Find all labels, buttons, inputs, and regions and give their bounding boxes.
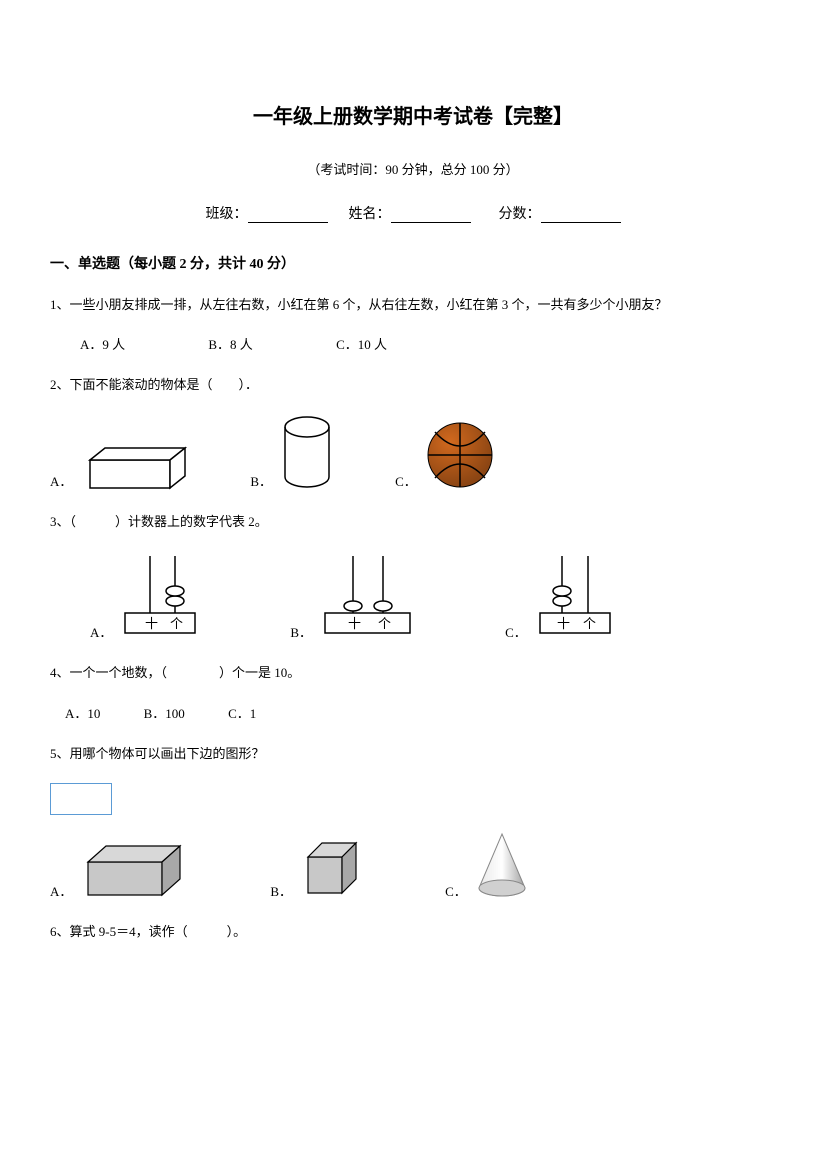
class-label: 班级： <box>206 207 248 222</box>
abacus-c-icon: 十 个 <box>535 551 615 641</box>
score-blank <box>541 208 621 223</box>
basketball-icon <box>425 420 495 490</box>
abacus-b-icon: 十 个 <box>320 551 415 641</box>
cone-gray-icon <box>475 830 530 900</box>
exam-page: 一年级上册数学期中考试卷【完整】 （考试时间：90 分钟，总分 100 分） 班… <box>0 0 826 1011</box>
q2-option-a: A． <box>50 440 190 490</box>
score-label: 分数： <box>499 207 541 222</box>
q5-option-a: A． <box>50 840 190 900</box>
svg-text:十: 十 <box>348 616 361 631</box>
question-3-options: A． 十 个 B． 十 个 C． <box>90 551 776 641</box>
question-4-options: A．10 B．100 C．1 <box>65 703 776 722</box>
q1-option-c: C．10 人 <box>336 334 387 353</box>
q1-option-b: B．8 人 <box>208 334 252 353</box>
question-1-options: A．9 人 B．8 人 C．10 人 <box>80 334 776 353</box>
abacus-a-icon: 十 个 <box>120 551 200 641</box>
student-info-line: 班级： 姓名： 分数： <box>50 203 776 223</box>
question-2: 2、下面不能滚动的物体是（ ）． <box>50 373 776 396</box>
svg-text:个: 个 <box>170 616 183 631</box>
svg-text:个: 个 <box>378 616 391 631</box>
q4-option-c: C．1 <box>228 703 256 722</box>
cuboid-icon <box>80 440 190 490</box>
svg-text:个: 个 <box>583 616 596 631</box>
name-blank <box>391 208 471 223</box>
q3-option-b: B． 十 个 <box>290 551 415 641</box>
question-2-options: A． B． C． <box>50 415 776 490</box>
question-3: 3、（ ）计数器上的数字代表 2。 <box>50 510 776 533</box>
svg-text:十: 十 <box>145 616 158 631</box>
q3-option-a: A． 十 个 <box>90 551 200 641</box>
q4-option-b: B．100 <box>144 703 185 722</box>
page-title: 一年级上册数学期中考试卷【完整】 <box>50 100 776 129</box>
q5-option-b: B． <box>270 835 365 900</box>
q2-option-b: B． <box>250 415 335 490</box>
cuboid-gray-icon <box>80 840 190 900</box>
q5-option-c: C． <box>445 830 530 900</box>
q2-option-c: C． <box>395 420 495 490</box>
name-label: 姓名： <box>349 207 391 222</box>
q3-option-c: C． 十 个 <box>505 551 615 641</box>
question-5: 5、用哪个物体可以画出下边的图形？ <box>50 742 776 765</box>
exam-subtitle: （考试时间：90 分钟，总分 100 分） <box>50 159 776 178</box>
q1-option-a: A．9 人 <box>80 334 125 353</box>
question-6: 6、算式 9-5＝4，读作（ ）。 <box>50 920 776 943</box>
question-1: 1、一些小朋友排成一排，从左往右数，小红在第 6 个，从右往左数，小红在第 3 … <box>50 293 776 316</box>
question-4: 4、一个一个地数，（ ）个一是 10。 <box>50 661 776 684</box>
rectangle-icon <box>50 783 112 815</box>
question-5-options: A． B． C． <box>50 830 776 900</box>
q4-option-a: A．10 <box>65 703 100 722</box>
cylinder-icon <box>280 415 335 490</box>
svg-text:十: 十 <box>557 616 570 631</box>
cube-gray-icon <box>300 835 365 900</box>
section-1-header: 一、单选题（每小题 2 分，共计 40 分） <box>50 253 776 273</box>
class-blank <box>248 208 328 223</box>
